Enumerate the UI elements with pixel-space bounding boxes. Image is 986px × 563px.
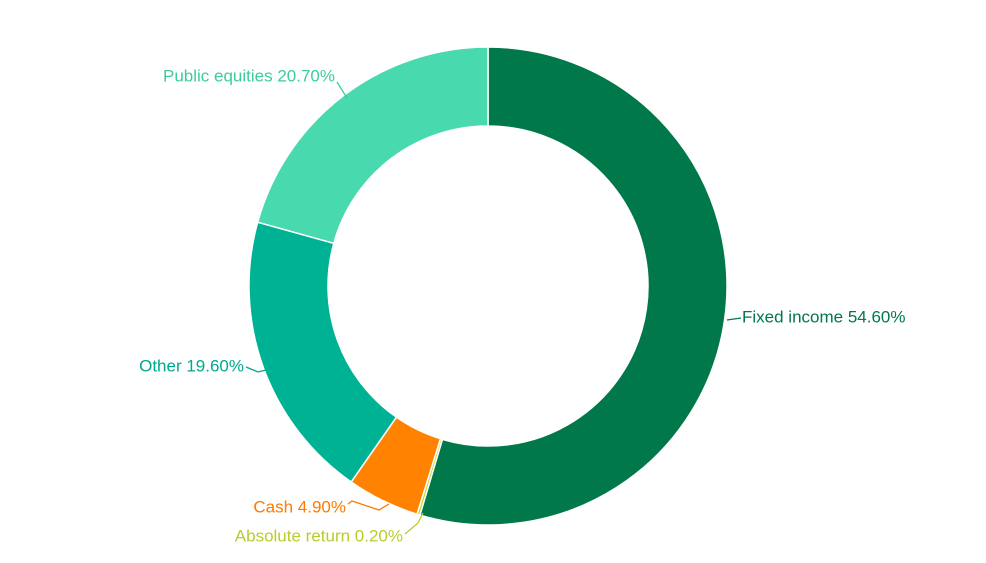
label-cash: Cash 4.90% <box>253 497 346 516</box>
leader-line-cash <box>347 500 390 511</box>
label-absolute-return: Absolute return 0.20% <box>235 526 403 545</box>
slice-public-equities[interactable] <box>256 46 489 245</box>
leader-line-absolute-return <box>404 512 424 535</box>
data-labels: Fixed income 54.60% Absolute return 0.20%… <box>139 66 905 545</box>
label-other: Other 19.60% <box>139 356 244 375</box>
slice-other[interactable] <box>248 221 398 484</box>
leader-line-public-equities <box>336 81 348 99</box>
leader-line-fixed-income <box>726 317 742 321</box>
leader-lines <box>245 81 742 535</box>
label-public-equities: Public equities 20.70% <box>163 66 335 85</box>
label-fixed-income: Fixed income 54.60% <box>742 307 905 326</box>
donut-slices <box>248 46 728 526</box>
slice-fixed-income[interactable] <box>418 46 728 526</box>
leader-line-other <box>245 366 267 373</box>
